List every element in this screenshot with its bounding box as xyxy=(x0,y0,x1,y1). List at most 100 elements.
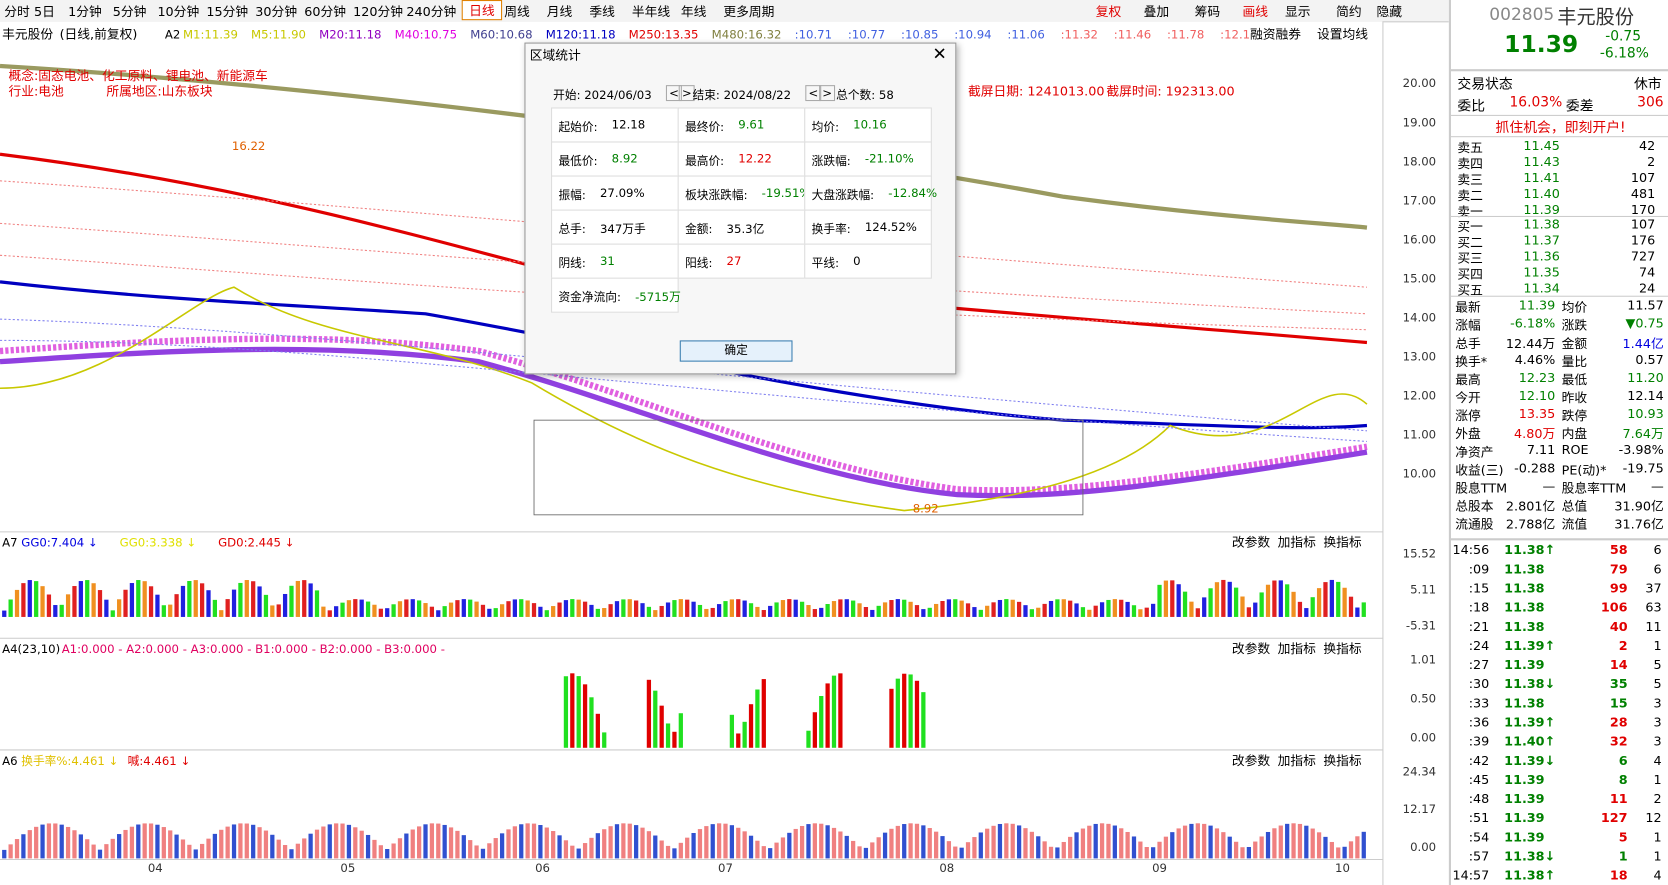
deco-bar xyxy=(1176,584,1181,617)
deco-bar xyxy=(263,594,269,617)
stats-value: 27.09% xyxy=(599,186,645,200)
deco-bar xyxy=(1361,831,1366,859)
tool-button[interactable]: 隐藏 xyxy=(1376,4,1403,20)
deco-bar xyxy=(455,830,460,859)
tick-time: 14:56 xyxy=(1452,542,1490,558)
deco-bar xyxy=(461,835,466,859)
deco-bar xyxy=(302,838,307,859)
deco-bar xyxy=(295,580,300,617)
deco-bar xyxy=(161,605,166,617)
period-tab[interactable]: 60分钟 xyxy=(304,4,347,20)
book-volume: 727 xyxy=(1630,248,1656,264)
deco-bar xyxy=(672,600,677,617)
deco-bar xyxy=(442,606,447,617)
deco-bar xyxy=(321,826,326,859)
deco-bar xyxy=(487,843,492,859)
tool-button[interactable]: 显示 xyxy=(1285,4,1311,20)
deco-bar xyxy=(238,582,243,617)
deco-bar xyxy=(774,602,779,617)
deco-bar xyxy=(136,824,141,859)
book-level: 买四 xyxy=(1457,266,1483,282)
tool-button[interactable]: 简约 xyxy=(1336,4,1362,20)
deco-bar xyxy=(870,842,875,859)
period-tab[interactable]: 季线 xyxy=(589,4,615,20)
period-tab[interactable]: 240分钟 xyxy=(406,4,457,20)
deco-bar xyxy=(27,580,32,617)
prev-button[interactable]: < xyxy=(805,85,822,102)
deco-bar xyxy=(136,580,141,617)
stats-value: -5715万 xyxy=(635,290,681,305)
deco-bar xyxy=(391,843,396,859)
stat-label: 涨停 xyxy=(1455,408,1481,424)
deco-bar xyxy=(921,609,926,617)
deco-bar xyxy=(557,602,562,617)
tool-button[interactable]: 叠加 xyxy=(1143,4,1170,20)
period-tab[interactable]: 分时 xyxy=(4,4,30,20)
deco-bar xyxy=(755,606,760,617)
period-tab[interactable]: 年线 xyxy=(680,4,707,20)
deco-bar xyxy=(365,834,371,859)
deco-bar xyxy=(129,826,135,859)
book-level: 买一 xyxy=(1457,219,1483,235)
tool-button[interactable]: 复权 xyxy=(1095,4,1122,20)
tick-volume: 32 xyxy=(1609,733,1628,749)
period-tab[interactable]: 周线 xyxy=(504,4,530,20)
deco-bar xyxy=(417,600,422,617)
deco-bar xyxy=(1061,841,1066,859)
tick-time: :48 xyxy=(1468,791,1490,807)
banner[interactable]: 抓住机会，即刻开户! xyxy=(1450,114,1668,138)
deco-bar xyxy=(946,599,952,617)
deco-bar xyxy=(1195,608,1200,617)
period-tab[interactable]: 更多周期 xyxy=(723,4,775,20)
deco-bar xyxy=(627,823,632,859)
deco-bar xyxy=(1323,582,1328,617)
deco-bar xyxy=(902,599,907,617)
next-button[interactable]: > xyxy=(819,85,836,102)
next-button[interactable]: > xyxy=(678,85,695,102)
period-tab[interactable]: 5分钟 xyxy=(112,4,147,20)
tick-volume: 8 xyxy=(1618,772,1628,788)
period-tab[interactable]: 月线 xyxy=(546,4,573,20)
panel-title: A6 xyxy=(2,754,17,768)
tool-button[interactable]: 筹码 xyxy=(1194,4,1221,20)
period-tab[interactable]: 5日 xyxy=(34,4,55,20)
deco-bar xyxy=(295,843,300,859)
period-tab[interactable]: 10分钟 xyxy=(157,4,200,20)
panel-axis-label: 0.00 xyxy=(1410,730,1436,744)
stats-value: -19.51% xyxy=(761,186,811,200)
close-button[interactable]: ✕ xyxy=(932,43,947,64)
period-tab[interactable]: 1分钟 xyxy=(68,4,102,20)
stat-label: 量比 xyxy=(1561,354,1588,370)
deco-bar xyxy=(455,600,460,617)
deco-bar xyxy=(244,580,249,617)
deco-bar xyxy=(359,599,364,617)
deco-bar xyxy=(1036,607,1041,617)
stats-label: 涨跌幅: xyxy=(811,154,851,169)
tool-button[interactable]: 画线 xyxy=(1242,4,1269,20)
deco-bar xyxy=(985,828,990,859)
deco-bar xyxy=(716,604,722,617)
deco-bar xyxy=(1355,607,1360,617)
panel-button: 换指标 xyxy=(1323,642,1362,657)
prev-button[interactable]: < xyxy=(665,85,683,102)
deco-bar xyxy=(1297,823,1303,859)
deco-bar xyxy=(1291,823,1296,859)
deco-bar xyxy=(953,846,958,859)
tick-time: :09 xyxy=(1468,561,1490,577)
deco-bar xyxy=(40,586,45,617)
deco-bar xyxy=(819,695,824,748)
period-tab[interactable]: 30分钟 xyxy=(255,4,298,20)
period-tab[interactable]: 15分钟 xyxy=(206,4,249,20)
deco-bar xyxy=(653,610,658,617)
deco-bar xyxy=(238,823,243,859)
deco-bar xyxy=(1342,587,1347,617)
deco-bar xyxy=(608,604,613,617)
divider xyxy=(1450,295,1668,297)
period-tab[interactable]: 120分钟 xyxy=(353,4,404,20)
ok-button[interactable]: 确定 xyxy=(679,340,793,362)
ma-label: M120:11.18 xyxy=(546,27,616,41)
x-axis-label: 04 xyxy=(148,861,163,875)
period-tab[interactable]: 日线 xyxy=(461,0,503,21)
period-tab[interactable]: 半年线 xyxy=(631,4,671,20)
deco-bar xyxy=(831,601,837,617)
